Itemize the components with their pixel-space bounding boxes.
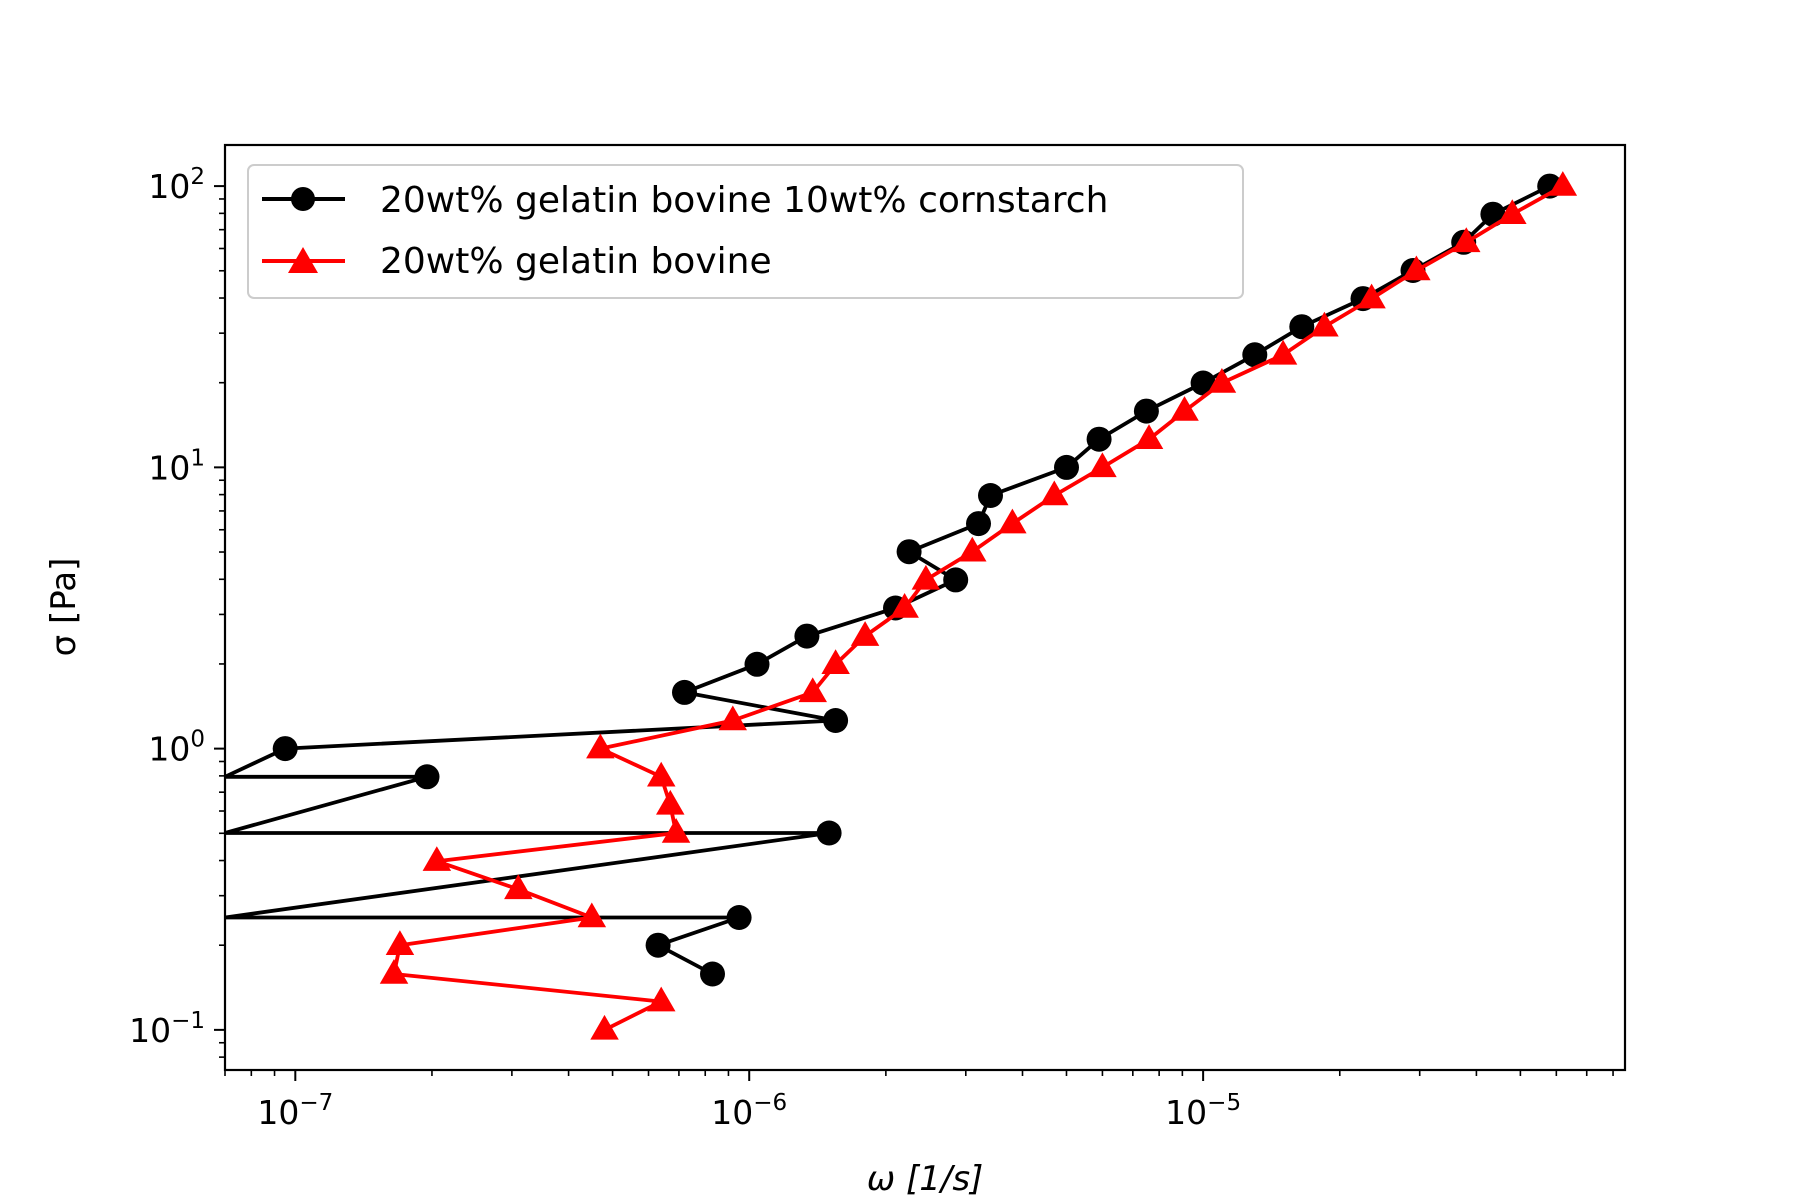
- series-1: [379, 171, 1578, 1040]
- data-point: [850, 621, 880, 646]
- x-tick-label: 10−7: [257, 1090, 333, 1132]
- data-point: [726, 905, 752, 930]
- data-point: [272, 736, 298, 762]
- data-point: [823, 708, 849, 733]
- data-point: [1357, 283, 1386, 309]
- data-point: [1548, 171, 1578, 196]
- data-point: [577, 902, 607, 928]
- data-point: [821, 649, 850, 674]
- data-point: [1040, 480, 1069, 506]
- data-point: [744, 651, 770, 677]
- data-point: [379, 959, 409, 984]
- y-tick-label: 102: [148, 164, 205, 206]
- data-point: [798, 677, 827, 703]
- data-point: [645, 932, 671, 958]
- series-0: [225, 173, 1563, 987]
- x-axis-label: ω [1/s]: [867, 1159, 984, 1199]
- data-point: [1190, 370, 1216, 396]
- legend-marker-gelatin: [288, 247, 318, 273]
- data-point: [1134, 424, 1164, 449]
- data-point: [816, 820, 842, 846]
- data-point: [414, 764, 440, 790]
- data-point: [647, 761, 676, 787]
- data-point: [1088, 452, 1117, 478]
- data-point: [890, 593, 919, 618]
- ticks-layer: 10−7 10−6 10−5 10−1 100 101 102: [129, 164, 1614, 1132]
- x-tick-label: 10−5: [1165, 1090, 1241, 1132]
- data-point: [656, 789, 685, 815]
- data-point: [1452, 227, 1481, 253]
- data-point: [998, 508, 1027, 534]
- data-point: [1170, 396, 1199, 421]
- data-point: [978, 483, 1003, 508]
- data-point: [718, 705, 747, 731]
- data-point: [422, 846, 452, 871]
- y-axis-label: σ [Pa]: [44, 558, 84, 657]
- data-point: [700, 961, 725, 987]
- data-point: [672, 679, 697, 705]
- data-point: [1207, 368, 1237, 393]
- data-point: [1268, 339, 1298, 365]
- data-point: [966, 511, 991, 537]
- data-point: [385, 930, 415, 955]
- legend-box: [247, 164, 1244, 299]
- data-point: [1310, 311, 1339, 337]
- data-point: [1289, 314, 1315, 340]
- data-point: [586, 733, 615, 759]
- data-point: [911, 564, 941, 590]
- plot-frame: [223, 143, 1627, 1072]
- data-point: [1402, 255, 1431, 281]
- data-point: [1086, 426, 1112, 452]
- data-point: [1242, 342, 1268, 368]
- data-point: [504, 874, 533, 900]
- x-tick-label: 10−6: [711, 1090, 787, 1132]
- y-tick-label: 100: [148, 727, 205, 769]
- legend: 20wt% gelatin bovine 10wt% cornstarch 20…: [247, 164, 1244, 299]
- data-point: [794, 623, 820, 649]
- data-point: [943, 567, 969, 593]
- data-point: [1054, 454, 1079, 480]
- legend-label-gelatin: 20wt% gelatin bovine: [380, 241, 772, 282]
- data-point: [661, 818, 691, 843]
- data-point: [647, 986, 676, 1012]
- data-point: [896, 539, 922, 565]
- legend-label-cornstarch: 20wt% gelatin bovine 10wt% cornstarch: [380, 180, 1108, 221]
- y-tick-label: 101: [148, 445, 205, 487]
- data-point: [958, 536, 987, 562]
- y-tick-label: 10−1: [129, 1008, 205, 1050]
- legend-marker-cornstarch: [291, 187, 315, 211]
- series-layer: [225, 171, 1578, 1040]
- data-point: [1133, 398, 1159, 424]
- data-point: [1498, 199, 1527, 224]
- data-point: [590, 1014, 619, 1040]
